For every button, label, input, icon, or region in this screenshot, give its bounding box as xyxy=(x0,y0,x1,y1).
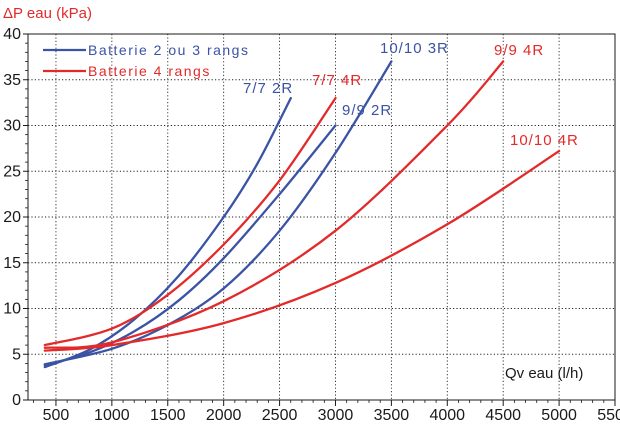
y-tick-label: 30 xyxy=(3,118,21,135)
x-tick-label: 3500 xyxy=(374,407,410,424)
y-axis-title: ΔP eau (kPa) xyxy=(3,5,92,22)
x-axis: 500 1000 1500 2000 2500 3000 3500 4000 4500 5000 5… xyxy=(33,400,620,424)
x-tick-label: 500 xyxy=(43,407,70,424)
x-tick-label: 2500 xyxy=(262,407,298,424)
series-line-5 xyxy=(43,60,505,349)
x-tick-label: 5500 xyxy=(597,407,620,424)
y-tick-label: 20 xyxy=(3,209,21,226)
y-tick-label: 10 xyxy=(3,301,21,318)
y-tick-label: 5 xyxy=(12,346,21,363)
series-line-4 xyxy=(43,96,337,347)
y-tick-label: 0 xyxy=(12,392,21,409)
y-tick-label: 15 xyxy=(3,255,21,272)
plot-frame xyxy=(27,33,616,401)
curve-label-5: 9/9 4R xyxy=(494,42,544,59)
curve-label-2: 9/9 2R xyxy=(342,102,392,119)
curve-label-6: 10/10 4R xyxy=(510,132,579,149)
y-tick-label: 40 xyxy=(3,26,21,43)
x-tick-label: 4500 xyxy=(485,407,521,424)
series-line-1 xyxy=(43,96,292,369)
x-tick-label: 4000 xyxy=(429,407,465,424)
x-tick-label: 1500 xyxy=(150,407,186,424)
legend-label-red: Batterie 4 rangs xyxy=(88,63,211,79)
series-line-3 xyxy=(43,60,393,366)
x-axis-title: Qv eau (l/h) xyxy=(505,365,583,382)
curve-label-4: 7/7 4R xyxy=(312,72,362,89)
y-tick-label: 25 xyxy=(3,163,21,180)
curve-label-1: 7/7 2R xyxy=(243,80,293,97)
curve-labels: 7/7 2R 9/9 2R 10/10 3R 7/7 4R 9/9 4R 10/10 4R xyxy=(243,40,579,149)
x-tick-label: 1000 xyxy=(94,407,130,424)
series-line-6 xyxy=(43,149,561,352)
legend-label-blue: Batterie 2 ou 3 rangs xyxy=(88,42,249,58)
grid xyxy=(28,34,615,400)
x-tick-label: 5000 xyxy=(541,407,577,424)
y-tick-label: 35 xyxy=(3,72,21,89)
x-tick-label: 3000 xyxy=(318,407,354,424)
y-axis: 0 5 10 15 20 25 30 35 40 xyxy=(3,26,28,409)
series-line-2 xyxy=(43,124,337,367)
x-tick-label: 2000 xyxy=(206,407,242,424)
curve-label-3: 10/10 3R xyxy=(380,40,449,57)
series-group xyxy=(43,60,561,369)
legend: Batterie 2 ou 3 rangs Batterie 4 rangs xyxy=(43,42,249,79)
